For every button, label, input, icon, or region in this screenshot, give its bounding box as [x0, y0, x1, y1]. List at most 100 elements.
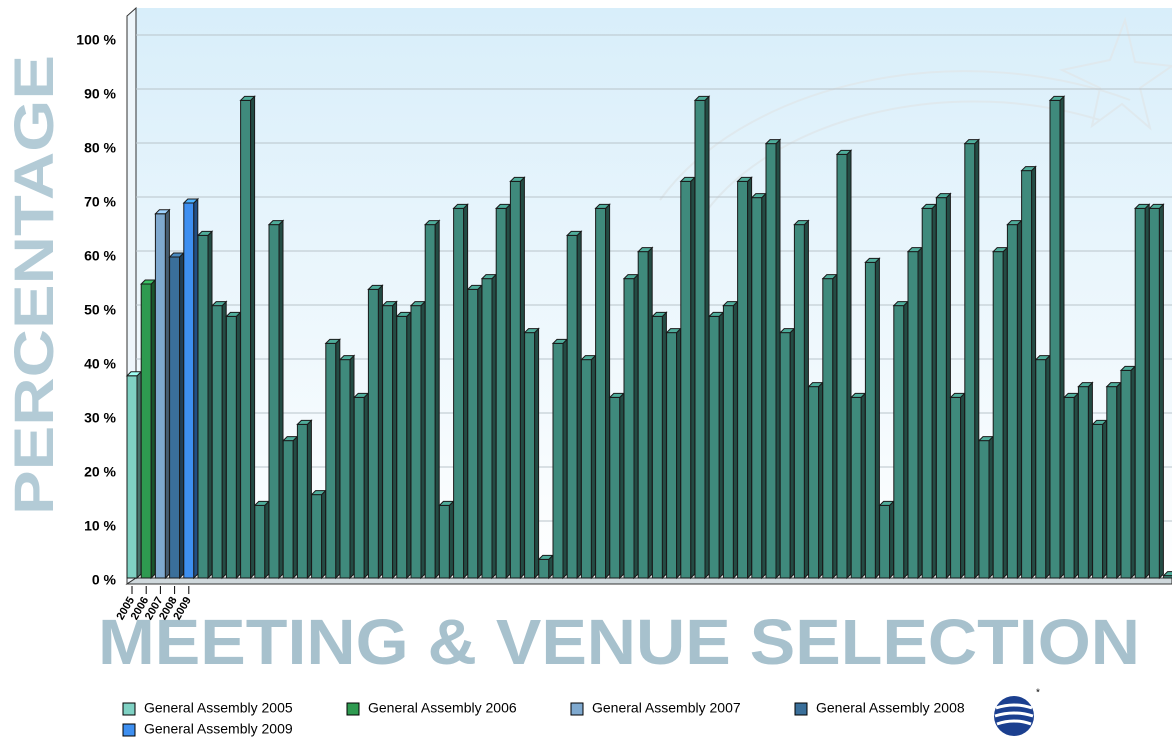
bar — [496, 204, 510, 578]
legend-item: General Assembly 2009 — [123, 721, 293, 737]
bar — [482, 275, 496, 578]
bar — [411, 302, 425, 578]
y-tick-label: 90 % — [84, 86, 116, 102]
bar — [1007, 221, 1021, 578]
bar-side — [705, 96, 709, 578]
bar-side — [662, 312, 666, 578]
bar — [1107, 383, 1121, 578]
bar-front — [468, 289, 478, 578]
bar-front — [354, 397, 364, 578]
bar-front — [1149, 208, 1159, 578]
bar-front — [823, 279, 833, 578]
bar — [723, 302, 737, 578]
bar-side — [762, 194, 766, 578]
bar — [667, 329, 681, 578]
bar — [638, 248, 652, 578]
bar-side — [975, 140, 979, 578]
bar-side — [279, 221, 283, 578]
bar-side — [1074, 393, 1078, 578]
bar-side — [861, 393, 865, 578]
bar-front — [1007, 225, 1017, 578]
bar — [170, 253, 184, 578]
bar-front — [851, 397, 861, 578]
bar-front — [170, 257, 180, 578]
bar-side — [506, 204, 510, 578]
bar — [681, 177, 695, 578]
bar — [1135, 204, 1149, 578]
bar — [454, 204, 468, 578]
bar-side — [265, 501, 269, 578]
bar-front — [255, 505, 265, 578]
bar-front — [283, 441, 293, 578]
bar-front — [340, 360, 350, 578]
bar-side — [620, 393, 624, 578]
y-tick-label: 10 % — [84, 518, 116, 534]
bar-front — [723, 306, 733, 578]
bar-front — [965, 144, 975, 578]
bar-front — [411, 306, 421, 578]
bar-front — [709, 316, 719, 578]
bar — [766, 140, 780, 578]
floor — [127, 578, 1172, 584]
bar — [1036, 356, 1050, 578]
bar-front — [198, 235, 208, 578]
bar-front — [581, 360, 591, 578]
bar-front — [1050, 100, 1060, 578]
bar — [894, 302, 908, 578]
bar-side — [1103, 420, 1107, 578]
bar — [1064, 393, 1078, 578]
bar-side — [819, 383, 823, 578]
bar-front — [141, 284, 151, 578]
bar-front — [894, 306, 904, 578]
bar-front — [1121, 370, 1131, 578]
bar-front — [993, 252, 1003, 578]
bar — [851, 393, 865, 578]
bar-side — [421, 302, 425, 578]
bar-side — [1159, 204, 1163, 578]
legend-swatch — [571, 703, 583, 715]
bar-front — [539, 559, 549, 578]
bar — [312, 491, 326, 578]
bar — [226, 312, 240, 578]
bar-side — [194, 199, 198, 578]
bar — [269, 221, 283, 578]
bar-side — [364, 393, 368, 578]
bar-front — [1078, 387, 1088, 578]
bar — [809, 383, 823, 578]
bar-front — [184, 203, 194, 578]
bar-front — [766, 144, 776, 578]
bar-front — [922, 208, 932, 578]
bar-side — [918, 248, 922, 578]
bar — [752, 194, 766, 578]
bar-front — [241, 100, 251, 578]
bar-side — [464, 204, 468, 578]
bar-side — [961, 393, 965, 578]
bar — [596, 204, 610, 578]
bar — [127, 372, 141, 578]
bar-front — [667, 333, 677, 578]
bar — [439, 501, 453, 578]
bar-side — [748, 177, 752, 578]
bar-side — [535, 329, 539, 578]
bar-side — [137, 372, 141, 578]
bar-front — [510, 181, 520, 578]
bar — [581, 356, 595, 578]
bar-front — [738, 181, 748, 578]
watermark-text: MEETING & VENUE SELECTION — [98, 606, 1140, 678]
bar-front — [1022, 171, 1032, 578]
bar-front — [297, 424, 307, 578]
bar — [212, 302, 226, 578]
legend-swatch — [123, 724, 135, 736]
bar-side — [719, 312, 723, 578]
bar — [567, 231, 581, 578]
bar — [695, 96, 709, 578]
bar-front — [553, 343, 563, 578]
bar-side — [1145, 204, 1149, 578]
bar — [922, 204, 936, 578]
y-tick-label: 70 % — [84, 194, 116, 210]
bar-front — [780, 333, 790, 578]
bar — [425, 221, 439, 578]
bar-front — [482, 279, 492, 578]
bar-front — [908, 252, 918, 578]
